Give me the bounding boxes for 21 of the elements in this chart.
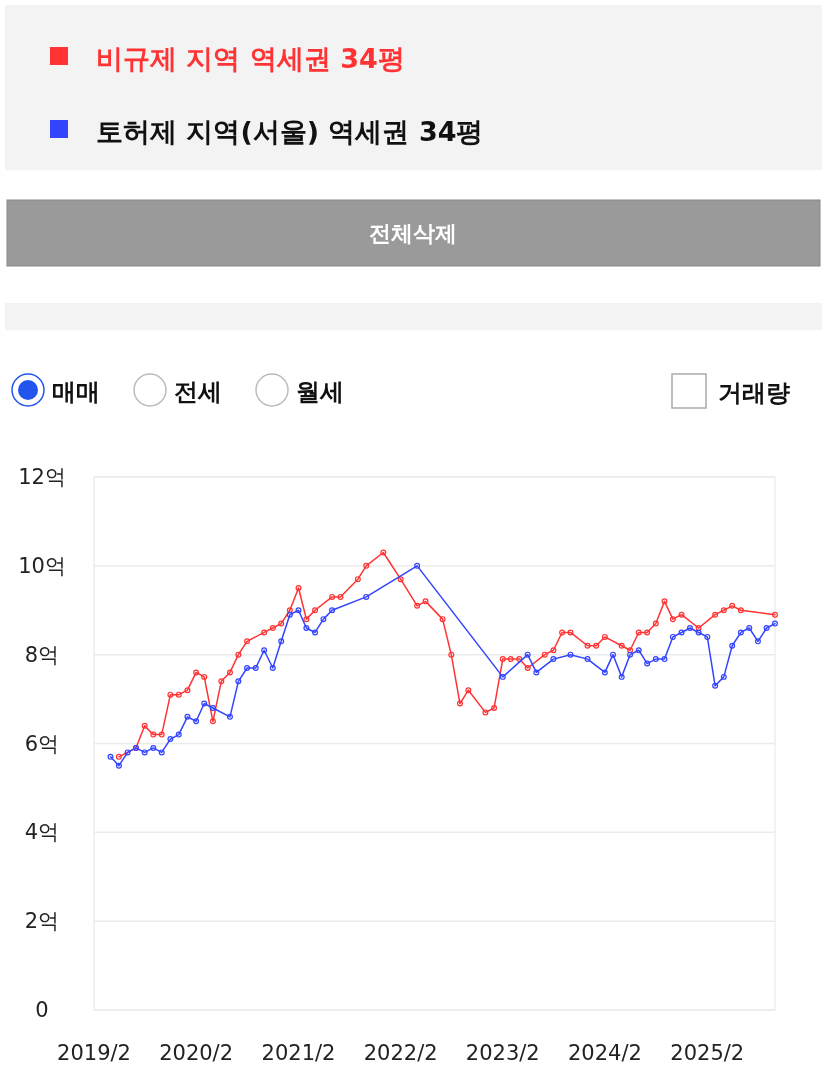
- text: 전세: [174, 378, 222, 406]
- x-tick-label: 2022/2: [363, 1041, 438, 1065]
- x-tick-label: 2019/2: [57, 1041, 131, 1065]
- y-tick-label: 4억: [24, 820, 60, 845]
- x-tick-label: 2021/2: [261, 1041, 336, 1065]
- x-tick-label: 2020/2: [159, 1041, 234, 1065]
- y-tick-label: 6억: [24, 731, 60, 756]
- y-tick-label: 10억: [18, 553, 66, 578]
- text: 월세: [296, 378, 344, 406]
- y-tick-label: 2억: [24, 909, 60, 934]
- y-tick-label: 0: [35, 998, 49, 1022]
- text: 거래량: [718, 379, 790, 407]
- text: 매매: [52, 378, 100, 406]
- text: 전체삭제: [369, 221, 457, 246]
- y-tick-label: 12억: [18, 465, 66, 489]
- legend-label: 비규제 지역 역세권 34평: [96, 43, 405, 74]
- y-tick-label: 8억: [24, 642, 60, 667]
- legend-label: 토허제 지역(서울) 역세권 34평: [96, 116, 484, 147]
- x-tick-label: 2023/2: [465, 1041, 540, 1065]
- x-tick-label: 2024/2: [567, 1041, 642, 1065]
- x-tick-label: 2025/2: [670, 1041, 745, 1065]
